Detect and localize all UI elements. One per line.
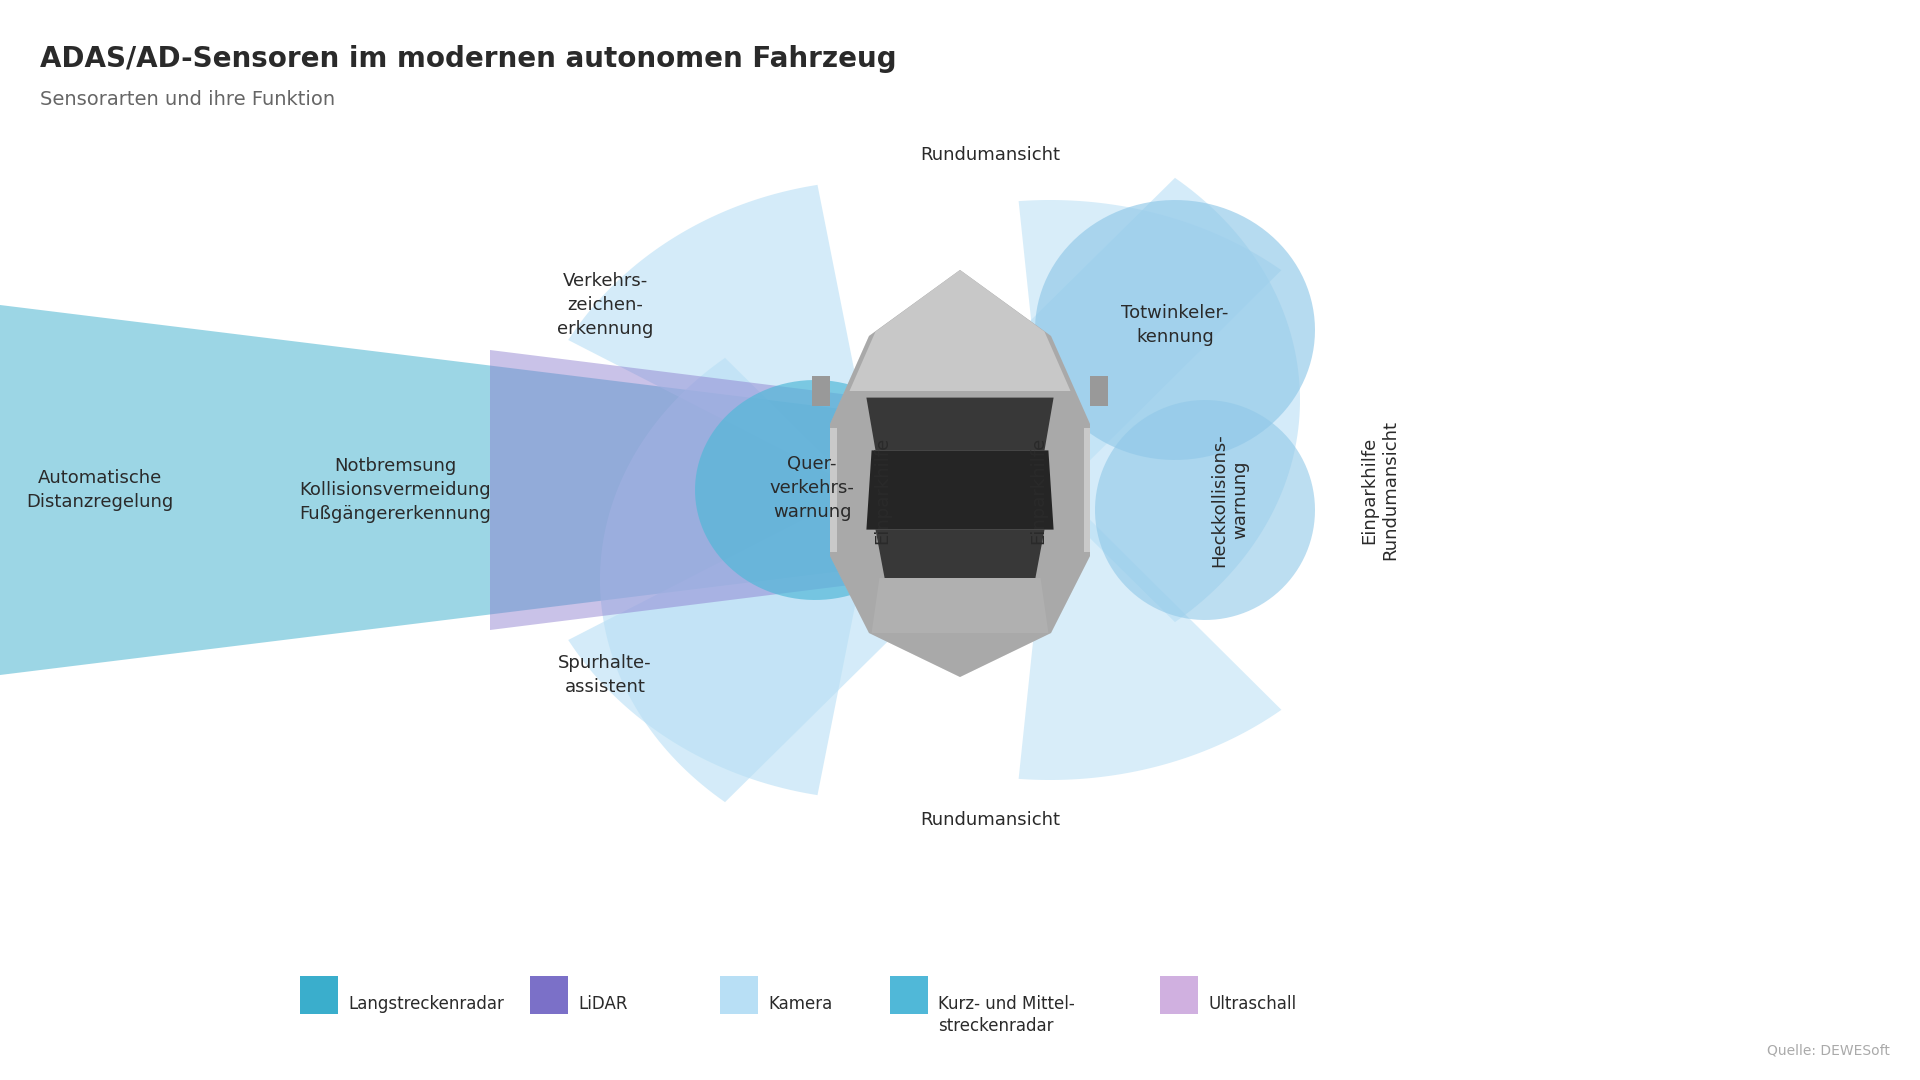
FancyBboxPatch shape — [300, 976, 338, 1014]
Polygon shape — [812, 376, 829, 406]
Text: Heckkollisions-
warnung: Heckkollisions- warnung — [1212, 433, 1250, 567]
Polygon shape — [876, 529, 1044, 578]
Polygon shape — [568, 480, 879, 795]
Text: Quer-
verkehrs-
warnung: Quer- verkehrs- warnung — [770, 456, 854, 521]
Text: Verkehrs-
zeichen-
erkennung: Verkehrs- zeichen- erkennung — [557, 272, 653, 338]
Text: Ultraschall: Ultraschall — [1208, 995, 1296, 1013]
Polygon shape — [1035, 200, 1315, 460]
Polygon shape — [866, 450, 1054, 529]
Text: Automatische
Distanzregelung: Automatische Distanzregelung — [27, 469, 173, 511]
Polygon shape — [1094, 400, 1315, 620]
Polygon shape — [490, 350, 851, 630]
Polygon shape — [872, 578, 1048, 633]
FancyBboxPatch shape — [1160, 976, 1198, 1014]
Polygon shape — [695, 380, 935, 600]
FancyBboxPatch shape — [720, 976, 758, 1014]
Polygon shape — [829, 270, 1091, 677]
Polygon shape — [1083, 429, 1091, 552]
Polygon shape — [866, 397, 1054, 450]
Text: Notbremsung
Kollisionsvermeidung
Fußgängererkennung: Notbremsung Kollisionsvermeidung Fußgäng… — [300, 458, 492, 523]
Polygon shape — [1020, 200, 1281, 500]
Polygon shape — [829, 370, 933, 610]
Text: Quelle: DEWESoft: Quelle: DEWESoft — [1766, 1044, 1889, 1058]
Text: Rundumansicht: Rundumansicht — [920, 146, 1060, 164]
Text: Rundumansicht: Rundumansicht — [920, 811, 1060, 829]
Text: Einparkhilfe
Rundumansicht: Einparkhilfe Rundumansicht — [1361, 420, 1400, 561]
Text: ADAS/AD-Sensoren im modernen autonomen Fahrzeug: ADAS/AD-Sensoren im modernen autonomen F… — [40, 45, 897, 73]
Polygon shape — [829, 429, 837, 552]
FancyBboxPatch shape — [891, 976, 927, 1014]
Text: Kamera: Kamera — [768, 995, 831, 1013]
Text: Totwinkeler-
kennung: Totwinkeler- kennung — [1121, 305, 1229, 346]
Text: LiDAR: LiDAR — [578, 995, 628, 1013]
Polygon shape — [849, 270, 1071, 391]
Text: Spurhalte-
assistent: Spurhalte- assistent — [559, 654, 651, 696]
Polygon shape — [987, 370, 1091, 610]
Polygon shape — [1091, 376, 1108, 406]
Polygon shape — [0, 305, 851, 675]
Text: Einparkhilfe: Einparkhilfe — [874, 436, 891, 543]
Polygon shape — [829, 270, 1091, 677]
Polygon shape — [1020, 480, 1281, 780]
Text: Einparkhilfe: Einparkhilfe — [1029, 436, 1046, 543]
Polygon shape — [950, 178, 1300, 622]
Polygon shape — [568, 185, 879, 500]
Text: Kurz- und Mittel-
streckenradar: Kurz- und Mittel- streckenradar — [939, 995, 1075, 1036]
FancyBboxPatch shape — [530, 976, 568, 1014]
Polygon shape — [601, 357, 950, 802]
Text: Sensorarten und ihre Funktion: Sensorarten und ihre Funktion — [40, 90, 336, 109]
Text: Langstreckenradar: Langstreckenradar — [348, 995, 503, 1013]
